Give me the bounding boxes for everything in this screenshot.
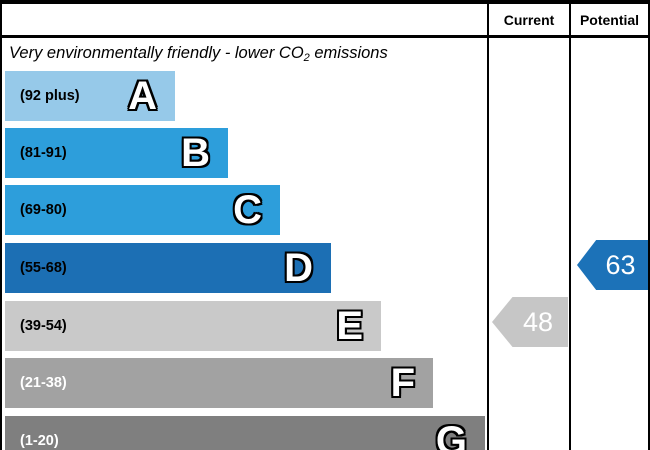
band-b-range: (81-91): [20, 145, 67, 161]
band-a-range: (92 plus): [20, 88, 80, 104]
rating-band-f: (21-38) F: [5, 358, 433, 408]
current-rating-value: 48: [522, 306, 554, 337]
band-f-range: (21-38): [20, 375, 67, 391]
column-divider-potential: [569, 0, 571, 450]
chart-title-subscript: 2: [303, 52, 310, 64]
band-g-letter: G: [435, 419, 467, 450]
chart-title: Very environmentally friendly - lower CO…: [9, 38, 388, 69]
band-e-range: (39-54): [20, 318, 67, 334]
band-g-range: (1-20): [20, 433, 59, 449]
band-c-letter: C: [233, 188, 262, 232]
left-border: [0, 0, 2, 450]
rating-band-g: (1-20) G: [5, 416, 485, 450]
potential-rating-value: 63: [605, 249, 636, 280]
band-c-range: (69-80): [20, 202, 67, 218]
column-divider-current: [487, 0, 489, 450]
chart-title-text: Very environmentally friendly - lower CO: [9, 44, 304, 62]
band-d-range: (55-68): [20, 260, 67, 276]
band-b-letter: B: [181, 131, 210, 175]
band-a-letter: A: [128, 74, 157, 118]
rating-band-b: (81-91) B: [5, 128, 228, 178]
rating-band-e: (39-54) E: [5, 301, 381, 351]
potential-rating-arrow: 63: [577, 240, 648, 290]
rating-band-c: (69-80) C: [5, 185, 280, 235]
current-rating-arrow: 48: [492, 297, 568, 347]
header-divider: [0, 35, 650, 38]
rating-band-d: (55-68) D: [5, 243, 331, 293]
band-f-letter: F: [390, 361, 415, 405]
right-border: [648, 0, 650, 450]
potential-column-header: Potential: [579, 11, 640, 28]
band-d-letter: D: [284, 246, 313, 290]
chart-title-suffix: emissions: [309, 44, 388, 62]
band-e-letter: E: [336, 304, 363, 348]
rating-band-a: (92 plus) A: [5, 71, 175, 121]
current-column-header: Current: [503, 11, 555, 28]
top-border: [0, 0, 650, 4]
